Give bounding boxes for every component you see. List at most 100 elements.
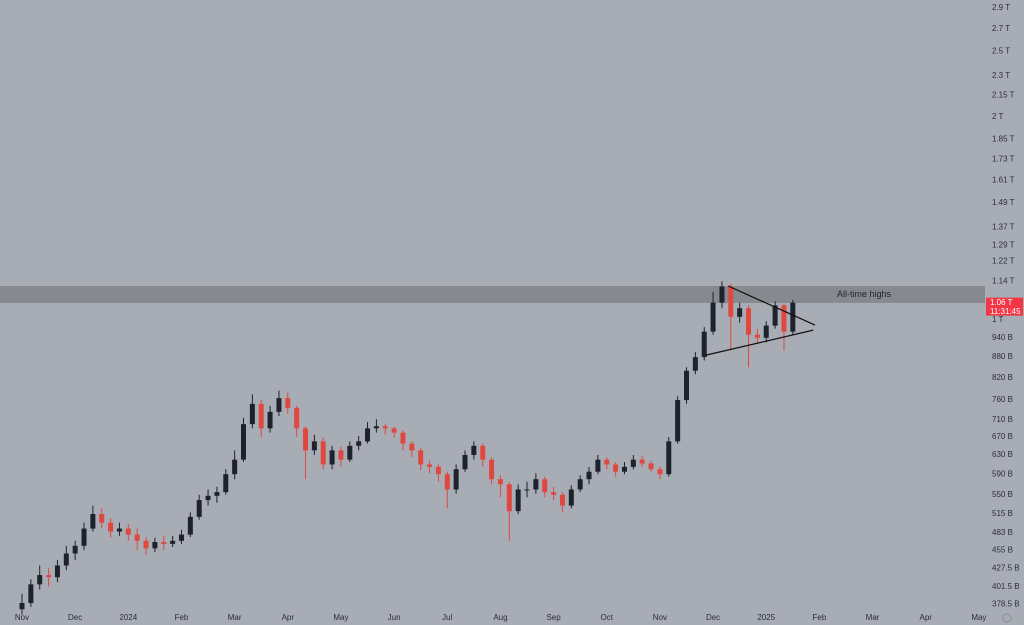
candle-body	[621, 466, 627, 472]
candle-body	[125, 528, 131, 535]
y-tick-label: 483 B	[992, 528, 1013, 537]
trendline	[705, 329, 814, 356]
candle-body	[46, 575, 52, 578]
candle-body	[338, 450, 344, 460]
x-tick-label: May	[333, 613, 348, 622]
y-tick-label: 760 B	[992, 395, 1013, 404]
candle-body	[347, 445, 353, 460]
candle-body	[54, 565, 60, 578]
candle-body	[480, 445, 486, 460]
candle-body	[462, 454, 468, 470]
y-tick-label: 2.15 T	[992, 91, 1015, 100]
y-tick-label: 2.3 T	[992, 71, 1010, 80]
candle-body	[178, 534, 184, 541]
candle-body	[551, 492, 557, 495]
y-tick-label: 630 B	[992, 450, 1013, 459]
candle-body	[630, 459, 636, 467]
candle-body	[613, 464, 619, 472]
candle-body	[542, 479, 548, 493]
y-tick-label: 1.49 T	[992, 198, 1015, 207]
x-tick-label: Apr	[282, 613, 295, 622]
candle-body	[435, 466, 441, 475]
candle-body	[267, 411, 273, 429]
candle-body	[258, 403, 264, 429]
candle-body	[692, 357, 698, 371]
y-tick-label: 1.14 T	[992, 276, 1015, 285]
candle-body	[152, 542, 158, 549]
candle-body	[108, 522, 114, 532]
x-tick-label: Sep	[546, 613, 561, 622]
candle-body	[604, 459, 610, 465]
candle-body	[356, 441, 362, 446]
x-tick-label: Feb	[175, 613, 189, 622]
candle-body	[675, 400, 681, 442]
y-tick-label: 2.9 T	[992, 3, 1010, 12]
candle-body	[241, 424, 246, 460]
x-tick-label: May	[971, 613, 986, 622]
x-tick-label: Aug	[493, 613, 507, 622]
x-tick-label: Feb	[813, 613, 827, 622]
y-tick-label: 550 B	[992, 490, 1013, 499]
y-tick-label: 710 B	[992, 415, 1013, 424]
candle-body	[701, 331, 707, 358]
candle-body	[586, 471, 592, 480]
candle-body	[418, 450, 424, 465]
y-tick-label: 880 B	[992, 352, 1013, 361]
candle-body	[506, 484, 512, 512]
candle-body	[489, 459, 495, 480]
candle-body	[666, 441, 672, 475]
trendline	[727, 285, 816, 326]
candle-body	[187, 516, 193, 535]
candle-body	[37, 575, 43, 585]
y-tick-label: 2 T	[992, 112, 1004, 121]
y-tick-label: 1 T	[992, 315, 1004, 324]
candle-body	[524, 489, 530, 491]
candle-body	[657, 469, 663, 475]
candle-body	[453, 469, 459, 490]
candle-body	[391, 428, 397, 433]
candle-body	[684, 370, 689, 401]
candle-body	[19, 603, 25, 610]
candle-body	[294, 407, 300, 429]
y-tick-label: 590 B	[992, 469, 1013, 478]
candle-body	[533, 479, 539, 490]
candle-body	[303, 428, 309, 451]
y-tick-label: 1.29 T	[992, 240, 1015, 249]
candle-body	[205, 495, 211, 501]
candle-body	[116, 528, 122, 532]
candle-body	[143, 540, 149, 549]
y-tick-label: 2.7 T	[992, 24, 1010, 33]
y-tick-label: 1.37 T	[992, 223, 1015, 232]
y-tick-label: 1.85 T	[992, 135, 1015, 144]
x-tick-label: 2024	[119, 613, 137, 622]
candle-body	[134, 534, 140, 541]
candle-body	[595, 459, 601, 472]
candle-body	[737, 308, 743, 317]
x-tick-label: Nov	[15, 613, 29, 622]
candle-body	[72, 545, 78, 554]
candle-body	[249, 403, 255, 425]
candle-body	[728, 286, 734, 317]
candle-body	[471, 445, 477, 455]
candle-body	[373, 426, 379, 429]
candle-body	[710, 302, 716, 332]
x-tick-label: Mar	[228, 613, 242, 622]
candle-body	[497, 479, 503, 485]
candle-body	[81, 528, 87, 546]
last-price-label: 1.06 T	[990, 298, 1013, 307]
x-tick-label: Dec	[68, 613, 82, 622]
candle-body	[329, 450, 335, 465]
candle-body	[400, 432, 406, 444]
candle-body	[790, 302, 796, 332]
candle-body	[232, 459, 238, 475]
y-tick-label: 1.22 T	[992, 257, 1015, 266]
y-tick-label: 427.5 B	[992, 564, 1020, 573]
x-tick-label: Mar	[866, 613, 880, 622]
candle-body	[763, 325, 769, 338]
candle-body	[320, 441, 326, 465]
candle-body	[223, 474, 229, 493]
candle-body	[568, 489, 574, 506]
candle-body	[719, 286, 725, 303]
